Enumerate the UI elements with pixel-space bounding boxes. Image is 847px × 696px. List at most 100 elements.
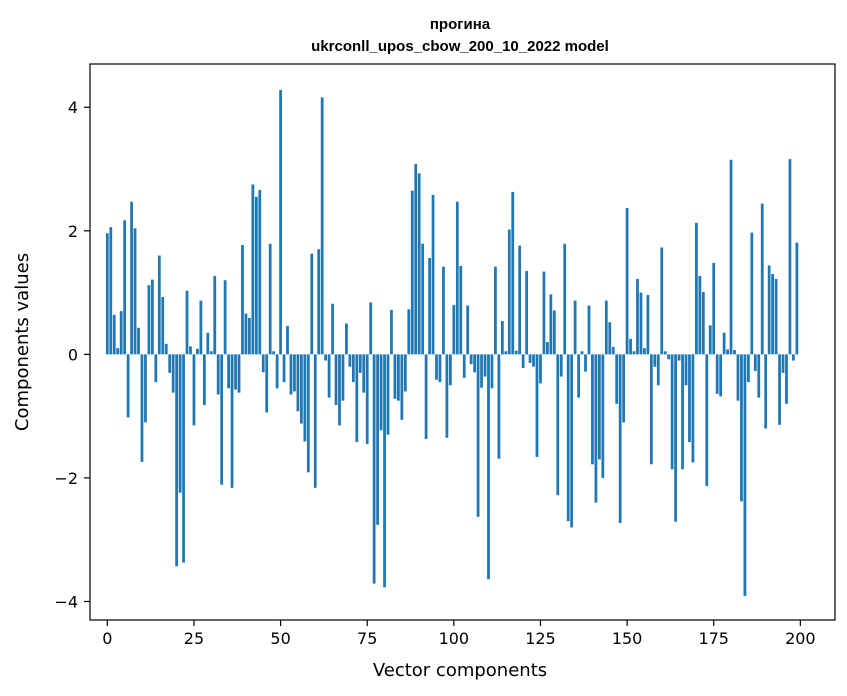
y-tick-label: −4 (54, 592, 78, 611)
bar-97 (442, 266, 445, 355)
x-tick-label: 25 (184, 629, 204, 648)
bar-2 (112, 314, 116, 355)
bar-160 (660, 247, 664, 355)
bar-67 (338, 354, 341, 426)
bar-174 (708, 325, 712, 355)
bar-56 (299, 354, 303, 424)
bar-183 (740, 354, 743, 502)
bar-45 (261, 354, 265, 373)
bar-48 (272, 351, 276, 355)
bar-3 (116, 348, 120, 355)
bar-133 (566, 354, 570, 522)
bar-104 (466, 305, 470, 355)
bar-77 (372, 354, 376, 584)
bar-22 (182, 354, 185, 563)
x-tick-label: 150 (612, 629, 643, 648)
bar-178 (722, 332, 726, 355)
bar-149 (622, 354, 626, 423)
bar-193 (774, 278, 778, 355)
bar-157 (649, 354, 653, 465)
bar-53 (289, 354, 293, 395)
chart-title: прогина (430, 16, 491, 33)
bar-148 (618, 354, 622, 524)
bar-42 (251, 184, 255, 355)
bar-195 (781, 354, 785, 373)
bar-95 (435, 354, 438, 380)
bars-group (105, 89, 799, 596)
bar-109 (483, 354, 487, 377)
bar-176 (715, 354, 719, 394)
bar-124 (535, 354, 539, 457)
bar-170 (695, 222, 698, 355)
bar-85 (400, 354, 404, 420)
bar-55 (296, 354, 300, 412)
bar-146 (611, 346, 615, 355)
bar-64 (327, 354, 331, 398)
bar-49 (275, 354, 279, 389)
bar-37 (234, 354, 237, 390)
bar-151 (629, 338, 632, 355)
bar-16 (161, 296, 165, 355)
bar-162 (667, 354, 671, 360)
y-axis-ticks: −4 −2 0 2 4 (54, 98, 90, 611)
bar-199 (795, 242, 799, 355)
bar-152 (632, 351, 636, 355)
bar-33 (220, 354, 224, 485)
bar-39 (241, 245, 244, 355)
bar-35 (227, 354, 230, 389)
x-tick-label: 175 (698, 629, 729, 648)
bar-141 (594, 354, 598, 503)
bar-163 (670, 354, 674, 470)
bar-44 (258, 190, 262, 355)
y-tick-label: −2 (54, 469, 78, 488)
bar-159 (656, 354, 660, 386)
bar-114 (500, 321, 504, 355)
bar-122 (528, 354, 532, 364)
bar-13 (150, 279, 154, 355)
bar-123 (532, 354, 535, 367)
bar-105 (469, 354, 473, 365)
bar-161 (663, 351, 667, 355)
bar-52 (286, 325, 289, 355)
bar-98 (445, 354, 449, 438)
bar-172 (701, 291, 705, 355)
bar-4 (119, 311, 123, 355)
bar-80 (383, 354, 386, 588)
bar-1 (109, 227, 113, 355)
bar-118 (514, 350, 518, 355)
bar-47 (268, 243, 272, 355)
bar-100 (452, 304, 456, 355)
bar-127 (546, 342, 549, 355)
bar-76 (369, 302, 373, 355)
bar-102 (459, 266, 463, 355)
bar-91 (421, 243, 425, 355)
bar-154 (639, 292, 643, 355)
bar-12 (147, 285, 151, 355)
bar-74 (362, 354, 366, 393)
bar-88 (410, 190, 414, 355)
bar-23 (185, 290, 189, 355)
bar-99 (448, 354, 452, 386)
bar-57 (303, 354, 307, 442)
bar-117 (511, 191, 515, 355)
bar-150 (625, 207, 629, 355)
bar-71 (351, 354, 355, 383)
bar-168 (688, 354, 691, 443)
x-tick-label: 50 (270, 629, 290, 648)
bar-144 (604, 300, 608, 355)
bar-185 (746, 354, 750, 383)
bar-134 (570, 354, 574, 528)
bar-66 (334, 354, 338, 406)
bar-129 (552, 310, 556, 355)
bar-198 (792, 354, 795, 361)
bar-83 (393, 354, 397, 399)
bar-24 (189, 346, 192, 355)
bar-121 (525, 270, 528, 355)
bar-140 (591, 354, 594, 465)
bar-191 (767, 265, 771, 355)
x-axis-label: Vector components (373, 660, 547, 681)
bar-73 (358, 354, 362, 373)
bar-173 (705, 354, 709, 486)
bar-93 (428, 257, 431, 355)
